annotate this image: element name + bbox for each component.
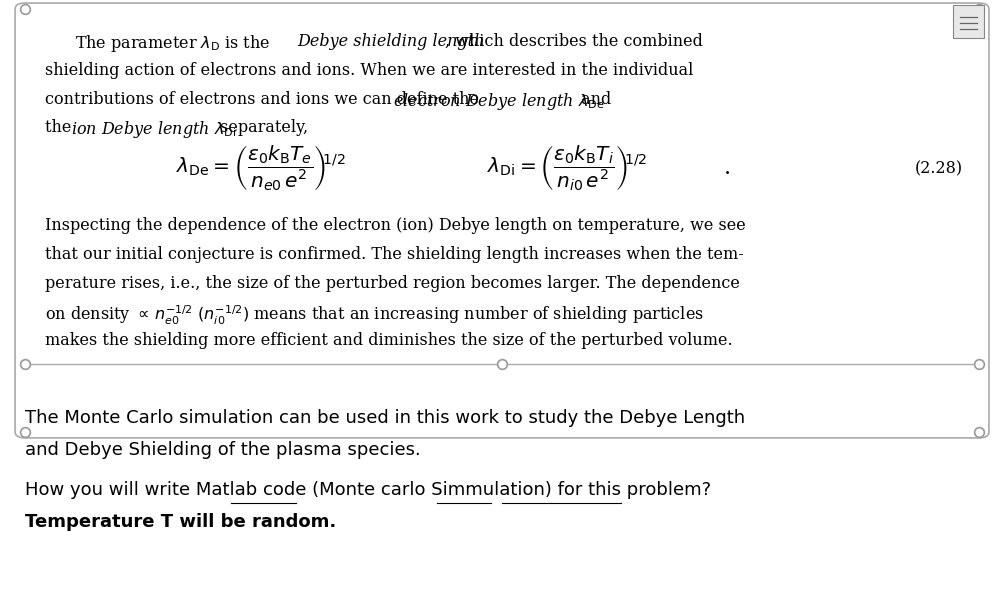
Text: on density $\propto\, n_{e0}^{-1/2}$ $(n_{i0}^{-1/2})$ means that an increasing : on density $\propto\, n_{e0}^{-1/2}$ $(n… [45,304,703,327]
Text: , which describes the combined: , which describes the combined [444,33,702,50]
Text: The parameter $\lambda_\mathrm{D}$ is the: The parameter $\lambda_\mathrm{D}$ is th… [75,33,271,54]
Text: perature rises, i.e., the size of the perturbed region becomes larger. The depen: perature rises, i.e., the size of the pe… [45,275,739,292]
Text: Inspecting the dependence of the electron (ion) Debye length on temperature, we : Inspecting the dependence of the electro… [45,217,745,234]
Text: and Debye Shielding of the plasma species.: and Debye Shielding of the plasma specie… [25,441,420,459]
Text: (2.28): (2.28) [914,160,962,177]
Text: How you will write Matlab code (Monte carlo Simmulation) for this problem?: How you will write Matlab code (Monte ca… [25,481,710,499]
Text: contributions of electrons and ions we can define the: contributions of electrons and ions we c… [45,91,483,108]
Text: The Monte Carlo simulation can be used in this work to study the Debye Length: The Monte Carlo simulation can be used i… [25,410,744,427]
FancyBboxPatch shape [15,3,988,438]
Text: and: and [576,91,611,108]
Text: electron Debye length $\lambda_\mathrm{De}$: electron Debye length $\lambda_\mathrm{D… [392,91,604,112]
Text: makes the shielding more efficient and diminishes the size of the perturbed volu: makes the shielding more efficient and d… [45,332,732,349]
Text: Debye shielding length: Debye shielding length [297,33,484,50]
Text: that our initial conjecture is confirmed. The shielding length increases when th: that our initial conjecture is confirmed… [45,246,743,263]
Text: $\lambda_\mathrm{Di} = \left(\dfrac{\varepsilon_0 k_\mathrm{B} T_i}{n_{i0}\, e^2: $\lambda_\mathrm{Di} = \left(\dfrac{\var… [486,143,647,193]
Text: shielding action of electrons and ions. When we are interested in the individual: shielding action of electrons and ions. … [45,62,693,79]
Text: the: the [45,120,76,137]
Text: separately,: separately, [215,120,308,137]
Text: Temperature T will be random.: Temperature T will be random. [25,513,336,531]
Text: .: . [723,158,731,179]
Text: $\lambda_\mathrm{De} = \left(\dfrac{\varepsilon_0 k_\mathrm{B} T_e}{n_{e0}\, e^2: $\lambda_\mathrm{De} = \left(\dfrac{\var… [177,143,345,193]
FancyBboxPatch shape [952,5,983,38]
Text: ion Debye length $\lambda_\mathrm{Di}$: ion Debye length $\lambda_\mathrm{Di}$ [71,120,237,140]
